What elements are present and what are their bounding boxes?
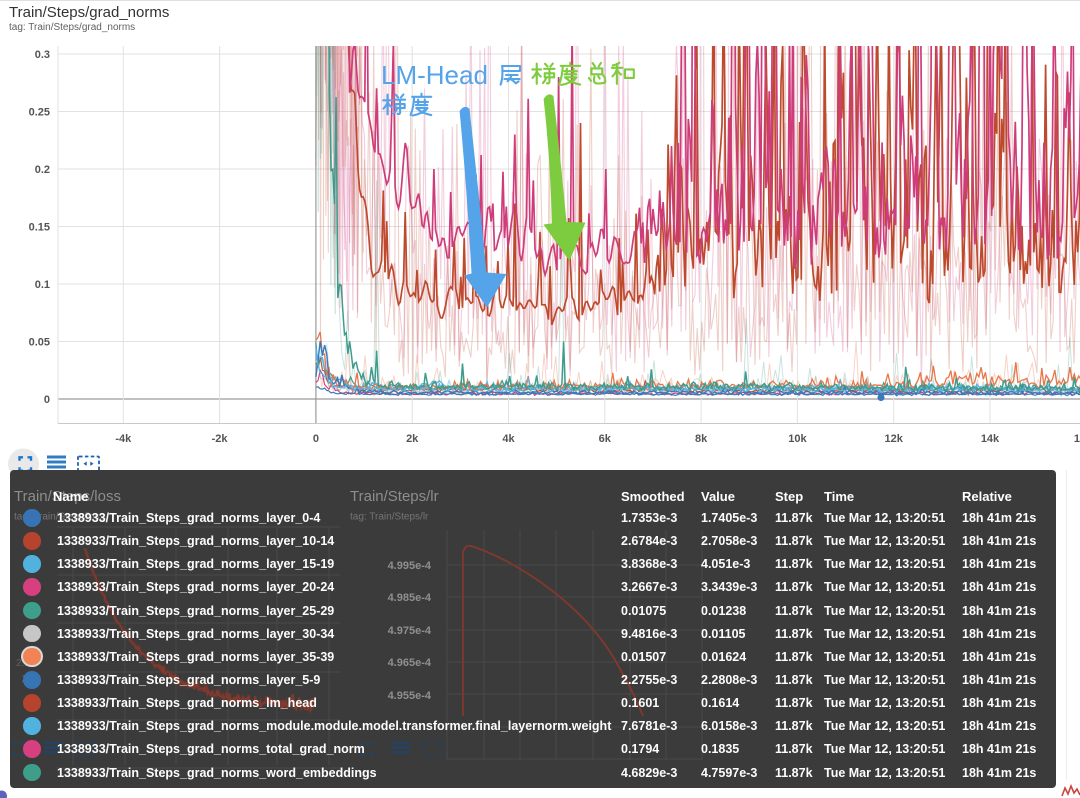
svg-text:0.05: 0.05: [29, 337, 50, 349]
svg-text:6k: 6k: [599, 433, 612, 445]
svg-text:12k: 12k: [885, 433, 904, 445]
svg-text:4.965e-4: 4.965e-4: [388, 657, 432, 669]
svg-text:-2k: -2k: [212, 433, 229, 445]
svg-text:0.1: 0.1: [35, 279, 50, 291]
svg-text:4.995e-4: 4.995e-4: [388, 560, 432, 572]
svg-text:2.2: 2.2: [16, 658, 30, 669]
svg-text:4.985e-4: 4.985e-4: [388, 592, 432, 604]
svg-text:0: 0: [313, 433, 319, 445]
svg-text:0: 0: [44, 394, 50, 406]
svg-text:2k: 2k: [406, 433, 419, 445]
svg-text:0.2: 0.2: [35, 164, 50, 176]
svg-text:tag: Train/Steps/loss: tag: Train/Steps/loss: [14, 512, 105, 523]
svg-text:14k: 14k: [981, 433, 1000, 445]
svg-text:16k: 16k: [1074, 433, 1080, 445]
svg-text:0.3: 0.3: [35, 49, 50, 61]
svg-text:0.25: 0.25: [29, 107, 50, 119]
svg-text:Train/Steps/lr: Train/Steps/lr: [350, 488, 439, 505]
svg-text:4.975e-4: 4.975e-4: [388, 625, 432, 637]
svg-text:4.955e-4: 4.955e-4: [388, 690, 432, 702]
svg-text:0.15: 0.15: [29, 222, 50, 234]
svg-text:10k: 10k: [788, 433, 807, 445]
svg-text:LM-Head: LM-Head: [381, 60, 488, 90]
svg-text:Train/Steps/loss: Train/Steps/loss: [14, 488, 121, 505]
svg-text:8k: 8k: [695, 433, 708, 445]
svg-text:4k: 4k: [502, 433, 515, 445]
svg-text:-4k: -4k: [115, 433, 132, 445]
svg-text:tag: Train/Steps/lr: tag: Train/Steps/lr: [350, 512, 429, 523]
